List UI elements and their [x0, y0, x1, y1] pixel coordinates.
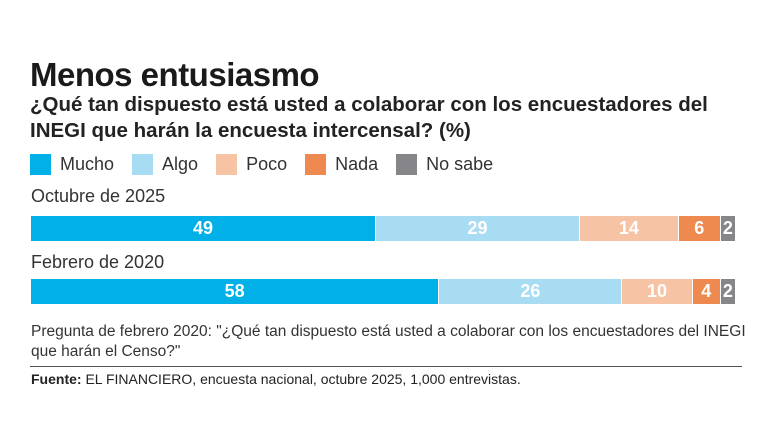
bar-segment-no-sabe: 2: [720, 216, 735, 241]
legend-swatch: [305, 154, 327, 175]
bar-segment-poco: 10: [622, 279, 693, 304]
source-line: Fuente: EL FINANCIERO, encuesta nacional…: [31, 371, 521, 387]
legend-swatch: [30, 154, 51, 175]
legend-swatch: [216, 154, 238, 175]
bar-segment-poco: 14: [580, 216, 679, 241]
bar-segment-nada: 6: [678, 216, 721, 241]
legend: Mucho Algo Poco Nada No sabe: [30, 154, 493, 175]
bar-segment-algo: 26: [439, 279, 623, 304]
legend-item: Mucho: [30, 154, 114, 175]
chart-subtitle: ¿Qué tan dispuesto está usted a colabora…: [30, 93, 708, 142]
legend-item: Poco: [216, 154, 287, 175]
source-label: Fuente:: [31, 371, 82, 387]
data-label: 4: [701, 281, 712, 301]
legend-swatch: [132, 154, 154, 175]
bar-segment-mucho: 58: [31, 279, 440, 304]
source-text: EL FINANCIERO, encuesta nacional, octubr…: [81, 371, 521, 387]
legend-label: No sabe: [426, 154, 494, 174]
data-label: 49: [192, 218, 213, 238]
row-label: Octubre de 2025: [31, 186, 166, 206]
data-label: 2: [722, 281, 733, 301]
bar-segment-no-sabe: 2: [720, 279, 735, 304]
legend-label: Poco: [246, 154, 288, 174]
data-label: 29: [467, 218, 488, 238]
chart-title: Menos entusiasmo: [30, 56, 320, 93]
data-label: 2: [722, 218, 733, 238]
data-label: 10: [647, 281, 668, 301]
question-note: Pregunta de febrero 2020: "¿Qué tan disp…: [31, 323, 746, 360]
legend-item: Nada: [305, 154, 378, 175]
bar-segment-mucho: 49: [31, 216, 376, 241]
stacked-bar: 49 29 14 6 2: [31, 216, 735, 241]
data-label: 6: [694, 218, 705, 238]
legend-label: Algo: [162, 154, 199, 174]
bar-segment-nada: 4: [692, 279, 721, 304]
data-label: 26: [520, 281, 541, 301]
row-label: Febrero de 2020: [31, 252, 165, 272]
legend-swatch: [396, 154, 418, 175]
data-label: 14: [618, 218, 639, 238]
legend-item: Algo: [132, 154, 198, 175]
legend-label: Mucho: [60, 154, 115, 174]
divider: [30, 366, 742, 367]
legend-item: No sabe: [396, 154, 493, 175]
stacked-bar: 58 26 10 4 2: [31, 279, 735, 304]
data-label: 58: [224, 281, 245, 301]
bar-segment-algo: 29: [375, 216, 581, 241]
legend-label: Nada: [335, 154, 379, 174]
